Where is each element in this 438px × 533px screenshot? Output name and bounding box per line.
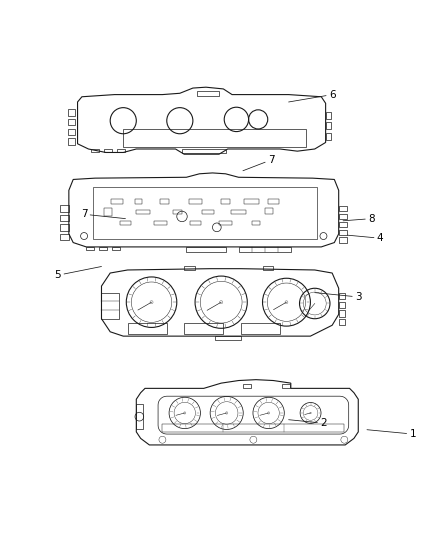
Text: 6: 6 [289, 90, 336, 102]
Text: 2: 2 [289, 418, 327, 428]
Text: 7: 7 [243, 155, 275, 171]
Text: 5: 5 [55, 266, 102, 280]
Text: 8: 8 [343, 214, 374, 224]
Text: 1: 1 [367, 429, 416, 439]
Text: 7: 7 [81, 209, 125, 219]
Text: 3: 3 [315, 292, 362, 302]
Text: 4: 4 [347, 233, 383, 243]
